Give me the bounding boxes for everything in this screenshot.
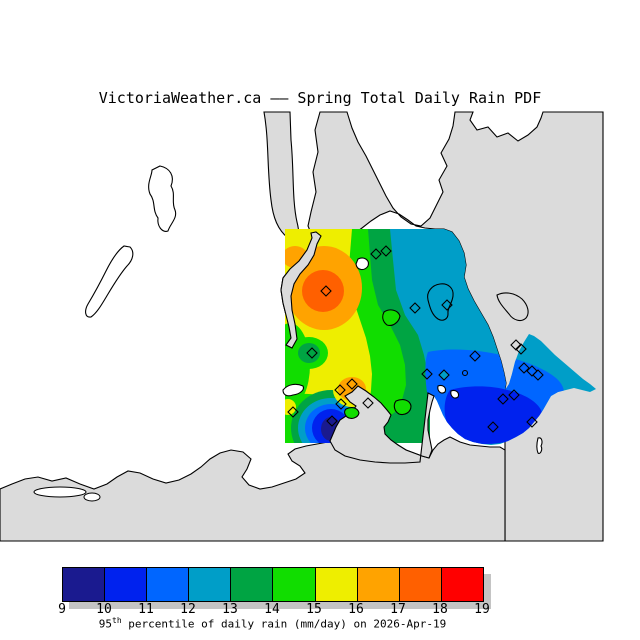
station-marker: [326, 415, 338, 427]
station-markers: [287, 245, 544, 433]
islet-south-tiny: [536, 437, 543, 454]
islet-dot: [461, 369, 469, 377]
islet-race-rocks: [282, 383, 304, 397]
lake-crescent: [33, 486, 87, 498]
caption-superscript: th: [112, 616, 122, 625]
coastline-sooke-peninsula: [329, 385, 435, 464]
colorbar-segment-10-11: [105, 568, 148, 601]
colorbar-tick-16: 16: [348, 602, 364, 617]
caption-prefix: 95: [98, 617, 113, 631]
islet-harbour-2: [450, 389, 460, 399]
station-marker: [532, 369, 544, 381]
station-marker: [515, 343, 527, 355]
station-marker: [287, 406, 299, 418]
colorbar-segment-14-15: [273, 568, 316, 601]
colorbar-tick-19: 19: [474, 602, 490, 617]
station-marker: [370, 248, 382, 260]
colorbar-tick-11: 11: [138, 602, 154, 617]
islet-green-1: [344, 407, 360, 419]
colorbar-tick-15: 15: [306, 602, 322, 617]
colorbar-segment-9-10: [63, 568, 106, 601]
land-over-contours: [280, 231, 435, 464]
island-outline-sidney: [496, 292, 529, 322]
contour-10-11-southeast: [444, 386, 542, 444]
station-marker: [380, 245, 392, 257]
station-marker: [497, 393, 509, 405]
islet-green-2: [393, 399, 412, 416]
islands: [33, 165, 543, 502]
island-northwest-a: [148, 165, 177, 232]
colorbar-tick-9: 9: [58, 602, 66, 617]
lake-small: [83, 492, 101, 502]
colorbar-caption: 95th percentile of daily rain (mm/day) o…: [0, 616, 545, 631]
colorbar-tick-13: 13: [222, 602, 238, 617]
colorbar-segment-11-12: [147, 568, 190, 601]
page-title: VictoriaWeather.ca —— Spring Total Daily…: [98, 89, 542, 107]
station-marker: [409, 302, 421, 314]
colorbar-tick-18: 18: [432, 602, 448, 617]
colorbar-tick-12: 12: [180, 602, 196, 617]
contour-13-14-blob: [298, 343, 320, 363]
colorbar-ticks: 9 10 11 12 13 14 15 16 17 18 19: [0, 602, 640, 618]
caption-rest: percentile of daily rain (mm/day) on 202…: [121, 617, 447, 631]
station-marker: [335, 398, 347, 410]
island-small-white: [355, 257, 369, 271]
colorbar-segment-13-14: [231, 568, 274, 601]
station-marker: [346, 378, 358, 390]
island-green-islet: [382, 309, 401, 326]
station-marker: [438, 369, 450, 381]
station-marker: [421, 368, 433, 380]
colorbar: [62, 567, 484, 602]
colorbar-segment-18-19: [441, 568, 483, 601]
colorbar-segment-16-17: [357, 568, 400, 601]
station-marker: [526, 365, 538, 377]
coastline-channel-sliver: [263, 111, 300, 245]
station-marker: [508, 389, 520, 401]
station-marker: [510, 339, 522, 351]
station-marker: [362, 397, 374, 409]
island-northwest-b: [85, 245, 134, 318]
station-marker: [306, 347, 318, 359]
colorbar-tick-14: 14: [264, 602, 280, 617]
colorbar-segment-17-18: [399, 568, 442, 601]
station-marker: [487, 421, 499, 433]
colorbar-tick-10: 10: [96, 602, 112, 617]
colorbar-segment-12-13: [189, 568, 232, 601]
colorbar-tick-17: 17: [390, 602, 406, 617]
station-marker: [469, 350, 481, 362]
islet-harbour-1: [437, 384, 447, 394]
coastline-finger-peninsula: [280, 231, 322, 349]
station-marker: [518, 362, 530, 374]
station-marker: [320, 285, 332, 297]
colorbar-segment-15-16: [315, 568, 358, 601]
contour-15-16-west-spot: [285, 399, 296, 415]
station-marker: [334, 384, 346, 396]
island-outline-pender: [427, 283, 454, 321]
contour-17-18-core: [302, 270, 344, 312]
station-marker: [526, 416, 538, 428]
station-marker: [441, 299, 453, 311]
